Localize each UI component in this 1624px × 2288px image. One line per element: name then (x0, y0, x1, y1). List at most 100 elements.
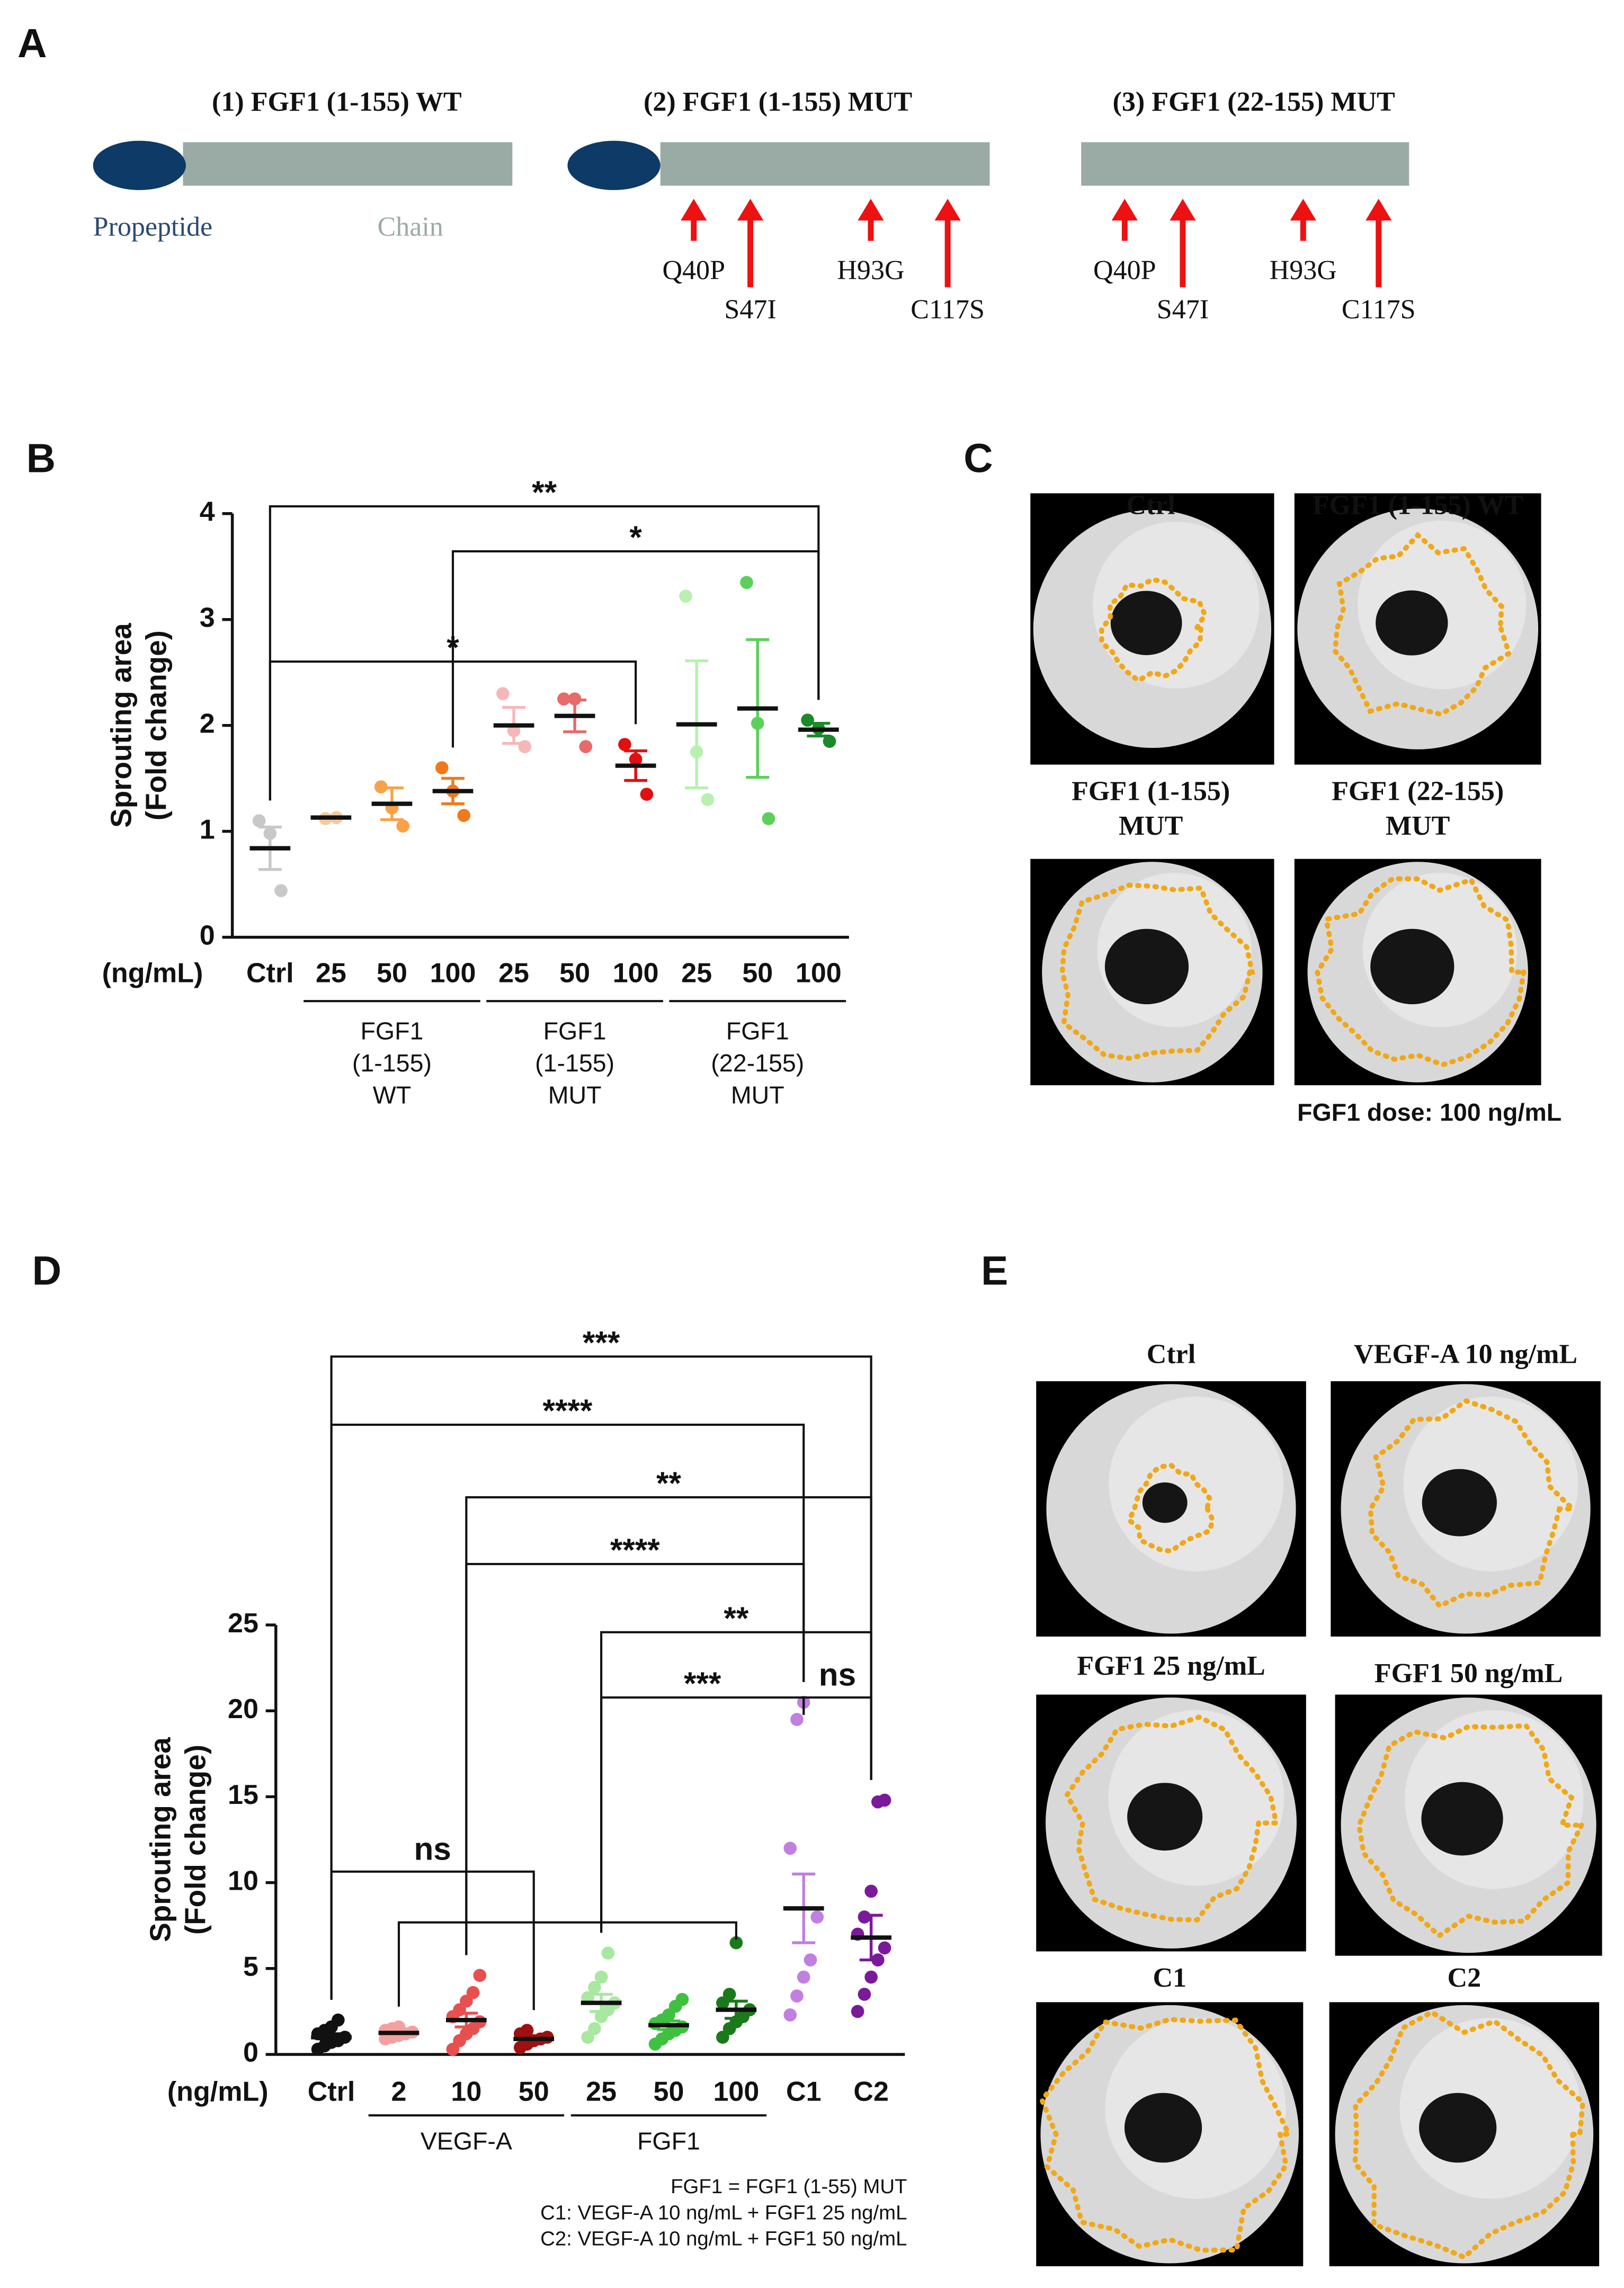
data-point (864, 1970, 878, 1984)
image-title: FGF1 (1-155) (1072, 776, 1230, 806)
x-tick-label: 100 (713, 2077, 759, 2107)
data-point (858, 1910, 871, 1924)
image-title: C1 (1153, 1963, 1186, 1993)
footnote: C1: VEGF-A 10 ng/mL + FGF1 25 ng/mL (540, 2201, 907, 2224)
significance-label: **** (543, 1392, 593, 1428)
image-title: Ctrl (1147, 1339, 1195, 1369)
significance-label: **** (610, 1532, 660, 1568)
group-label: (1-155) (352, 1049, 432, 1077)
x-tick-label: 10 (451, 2077, 481, 2107)
y-tick-label: 3 (200, 602, 215, 633)
significance-label: ** (656, 1465, 681, 1501)
footnote: FGF1 = FGF1 (1-55) MUT (671, 2175, 907, 2198)
y-tick-label: 4 (200, 496, 215, 527)
data-point (762, 812, 775, 825)
propeptide (567, 140, 661, 190)
arrow-head (681, 199, 707, 221)
spheroid (1124, 2093, 1202, 2163)
data-point (396, 819, 409, 833)
data-point (520, 2024, 534, 2037)
x-tick-label: 2 (391, 2077, 406, 2107)
group-label: MUT (731, 1081, 784, 1109)
y-tick-label: 0 (200, 920, 215, 951)
y-tick-label: 20 (228, 1694, 258, 1724)
spheroid (1110, 591, 1182, 655)
comparison-bracket (465, 1496, 872, 1955)
data-point (640, 788, 654, 801)
data-point (878, 1793, 891, 1807)
arrow-head (1111, 199, 1138, 221)
data-point (810, 1910, 824, 1924)
spheroid (1142, 1482, 1188, 1523)
x-tick-label: 100 (613, 958, 659, 989)
mutation-label: C117S (1342, 294, 1416, 325)
x-tick-label: 50 (559, 958, 590, 989)
image-title: MUT (1119, 811, 1183, 841)
image-title: FGF1 (1-155) WT (1313, 490, 1523, 521)
significance-label: *** (684, 1665, 721, 1701)
panel-letter: E (981, 1248, 1008, 1293)
group-label: (22-155) (711, 1049, 804, 1077)
comparison-bracket (330, 1424, 805, 2000)
image-title: VEGF-A 10 ng/mL (1354, 1339, 1577, 1369)
unit-label: (ng/mL) (167, 2077, 269, 2107)
y-tick-label: 2 (200, 708, 215, 739)
arrow-head (737, 199, 764, 221)
sprout-outline (1315, 876, 1527, 1068)
y-axis-label: Sprouting area (105, 623, 138, 828)
x-tick-label: 50 (519, 2077, 549, 2107)
y-tick-label: 10 (228, 1865, 258, 1896)
sprout-outline (1059, 882, 1255, 1061)
data-point (496, 687, 510, 701)
panel-letter: C (963, 436, 993, 481)
x-tick-label: 100 (430, 958, 476, 989)
data-point (878, 1941, 891, 1955)
y-tick-label: 5 (243, 1952, 258, 1982)
y-axis-label: Sprouting area (144, 1737, 177, 1942)
data-point (851, 2005, 864, 2018)
data-point (722, 1988, 736, 2001)
image-title: C2 (1448, 1963, 1482, 1993)
data-point (601, 1946, 615, 1960)
x-tick-label: 25 (498, 958, 529, 989)
data-point (783, 2008, 797, 2022)
data-point (701, 793, 715, 806)
panel-letter: B (26, 436, 56, 481)
data-point (618, 738, 631, 752)
sprout-outline (1332, 531, 1512, 717)
group-label: MUT (548, 1081, 602, 1109)
data-point (864, 1884, 878, 1898)
footnote: C2: VEGF-A 10 ng/mL + FGF1 50 ng/mL (540, 2228, 907, 2250)
data-point (457, 809, 471, 822)
data-point (588, 2022, 601, 2035)
data-point (790, 1713, 804, 1726)
mutation-label: C117S (911, 294, 985, 325)
data-point (435, 761, 449, 775)
significance-label: * (629, 519, 642, 555)
y-tick-label: 25 (228, 1608, 258, 1639)
group-label: FGF1 (637, 2127, 700, 2155)
group-label: WT (373, 1081, 411, 1109)
y-tick-label: 15 (228, 1780, 258, 1810)
comparison-bracket (465, 1562, 805, 1955)
x-tick-label: C2 (853, 2077, 889, 2107)
mutation-label: Q40P (1093, 255, 1156, 285)
legend-propeptide: Propeptide (93, 212, 212, 242)
domain-diagram: (1) FGF1 (1-155) WT (2) FGF1 (1-155) MUT… (93, 87, 1409, 242)
x-tick-label: Ctrl (246, 958, 294, 989)
x-tick-label: 50 (742, 958, 773, 989)
chain (183, 142, 513, 186)
group-label: FGF1 (543, 1017, 606, 1045)
y-axis-label: (Fold change) (179, 1745, 211, 1935)
significance-label: *** (583, 1324, 620, 1360)
data-point (804, 1953, 817, 1967)
data-point (740, 576, 753, 589)
x-tick-label: 50 (654, 2077, 684, 2107)
data-point (797, 1970, 810, 1984)
comparison-bracket (397, 1921, 737, 2007)
mutation-label: Q40P (662, 255, 725, 285)
legend-chain: Chain (378, 212, 443, 242)
arrow-head (858, 199, 884, 221)
